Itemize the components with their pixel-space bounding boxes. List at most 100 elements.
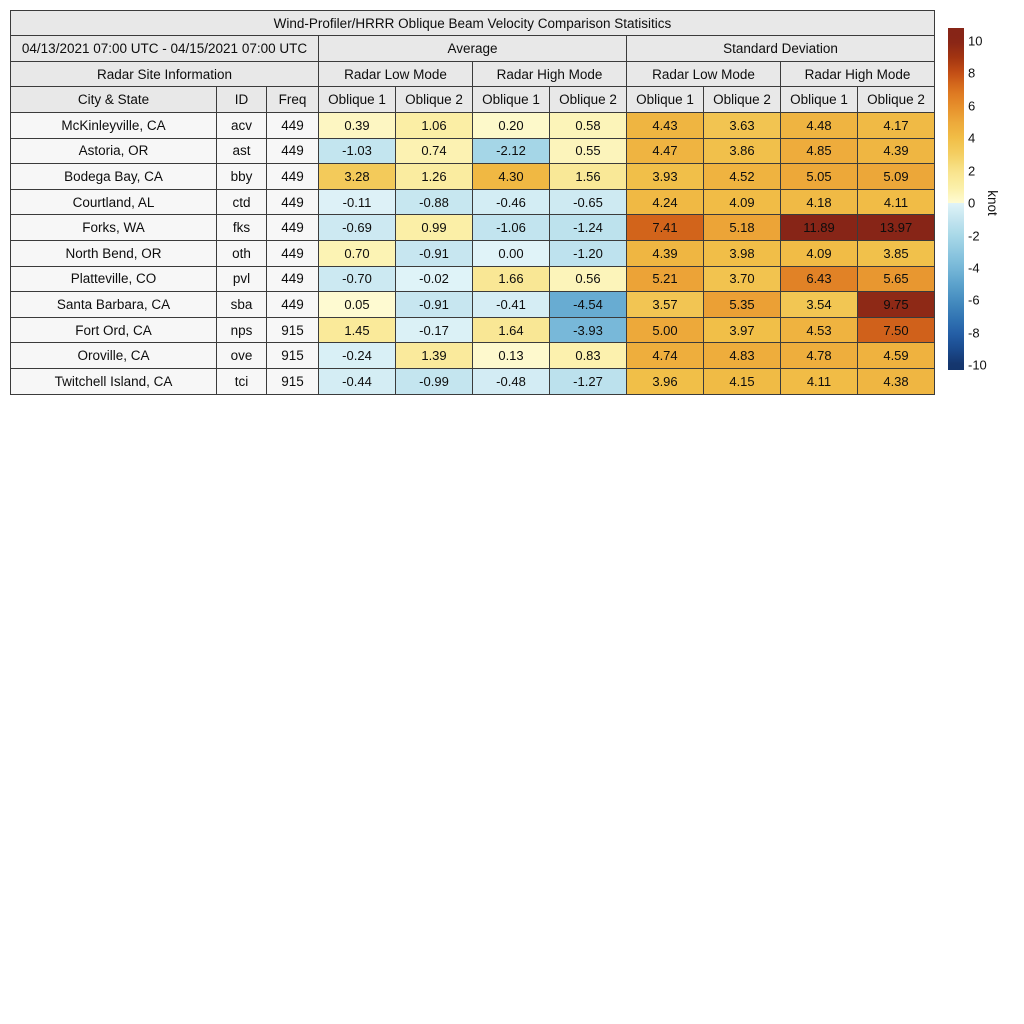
site-id-cell: acv bbox=[216, 112, 267, 139]
std-low-mode-header: Radar Low Mode bbox=[626, 61, 781, 87]
value-cell: 0.83 bbox=[549, 342, 627, 369]
value-cell: 1.66 bbox=[472, 265, 550, 293]
value-cell: 4.74 bbox=[626, 342, 704, 369]
site-city-cell: Bodega Bay, CA bbox=[10, 163, 217, 190]
value-cell: 4.15 bbox=[703, 367, 781, 395]
oblique1-column-header: Oblique 1 bbox=[472, 86, 550, 113]
site-id-cell: oth bbox=[216, 239, 267, 267]
value-cell: 7.41 bbox=[626, 214, 704, 241]
value-cell: 3.98 bbox=[703, 239, 781, 267]
value-cell: -1.20 bbox=[549, 239, 627, 267]
table-row: Forks, WA fks 449 -0.69 0.99 -1.06 -1.24 7.41 5.… bbox=[10, 214, 935, 241]
value-cell: -2.12 bbox=[472, 137, 550, 165]
value-cell: 1.56 bbox=[549, 163, 627, 190]
value-cell: -0.46 bbox=[472, 188, 550, 216]
value-cell: 5.35 bbox=[703, 291, 781, 318]
value-cell: 7.50 bbox=[857, 316, 935, 344]
site-freq-cell: 915 bbox=[266, 342, 319, 369]
figure-title: Wind-Profiler/HRRR Oblique Beam Velocity… bbox=[10, 10, 935, 36]
colorbar-tick-label: -8 bbox=[968, 325, 980, 341]
value-cell: 4.43 bbox=[626, 112, 704, 139]
oblique2-column-header: Oblique 2 bbox=[703, 86, 781, 113]
value-cell: -0.65 bbox=[549, 188, 627, 216]
value-cell: 3.86 bbox=[703, 137, 781, 165]
radar-site-information-header: Radar Site Information bbox=[10, 61, 319, 87]
oblique1-column-header: Oblique 1 bbox=[626, 86, 704, 113]
site-id-cell: nps bbox=[216, 316, 267, 344]
column-header-row: City & State ID Freq Oblique 1 Oblique 2… bbox=[10, 86, 935, 113]
oblique2-column-header: Oblique 2 bbox=[857, 86, 935, 113]
colorbar-tick-label: -6 bbox=[968, 292, 980, 308]
site-city-cell: Forks, WA bbox=[10, 214, 217, 241]
colorbar-tick-label: 4 bbox=[968, 130, 976, 146]
site-city-cell: North Bend, OR bbox=[10, 239, 217, 267]
colorbar-tick-label: 0 bbox=[968, 195, 976, 211]
value-cell: 5.18 bbox=[703, 214, 781, 241]
table-row: Platteville, CO pvl 449 -0.70 -0.02 1.66 0.56 5… bbox=[10, 265, 935, 293]
value-cell: 4.38 bbox=[857, 367, 935, 395]
value-cell: 0.00 bbox=[472, 239, 550, 267]
colorbar-tick-label: 10 bbox=[968, 33, 983, 49]
value-cell: 0.20 bbox=[472, 112, 550, 139]
value-cell: 5.65 bbox=[857, 265, 935, 293]
value-cell: 4.39 bbox=[626, 239, 704, 267]
value-cell: 1.39 bbox=[395, 342, 473, 369]
value-cell: -4.54 bbox=[549, 291, 627, 318]
site-city-cell: Platteville, CO bbox=[10, 265, 217, 293]
site-city-cell: Courtland, AL bbox=[10, 188, 217, 216]
group-header-standard-deviation: Standard Deviation bbox=[626, 35, 935, 62]
stats-table: Wind-Profiler/HRRR Oblique Beam Velocity… bbox=[10, 10, 935, 395]
value-cell: 0.99 bbox=[395, 214, 473, 241]
std-high-mode-header: Radar High Mode bbox=[780, 61, 935, 87]
value-cell: 0.70 bbox=[318, 239, 396, 267]
value-cell: 3.97 bbox=[703, 316, 781, 344]
value-cell: 4.85 bbox=[780, 137, 858, 165]
oblique1-column-header: Oblique 1 bbox=[780, 86, 858, 113]
site-id-cell: tci bbox=[216, 367, 267, 395]
value-cell: 0.58 bbox=[549, 112, 627, 139]
value-cell: 0.13 bbox=[472, 342, 550, 369]
average-high-mode-header: Radar High Mode bbox=[472, 61, 627, 87]
value-cell: 6.43 bbox=[780, 265, 858, 293]
id-column-header: ID bbox=[216, 86, 267, 113]
value-cell: -1.06 bbox=[472, 214, 550, 241]
value-cell: 11.89 bbox=[780, 214, 858, 241]
value-cell: 13.97 bbox=[857, 214, 935, 241]
site-city-cell: Twitchell Island, CA bbox=[10, 367, 217, 395]
value-cell: 4.17 bbox=[857, 112, 935, 139]
site-freq-cell: 449 bbox=[266, 163, 319, 190]
value-cell: 4.59 bbox=[857, 342, 935, 369]
table-row: Bodega Bay, CA bby 449 3.28 1.26 4.30 1.56 3.93… bbox=[10, 163, 935, 190]
colorbar-tick-label: 6 bbox=[968, 98, 976, 114]
value-cell: -0.44 bbox=[318, 367, 396, 395]
site-city-cell: Fort Ord, CA bbox=[10, 316, 217, 344]
table-row: Fort Ord, CA nps 915 1.45 -0.17 1.64 -3.93 5.00… bbox=[10, 316, 935, 344]
site-id-cell: ove bbox=[216, 342, 267, 369]
value-cell: -1.24 bbox=[549, 214, 627, 241]
table-row: McKinleyville, CA acv 449 0.39 1.06 0.20 0.58 4… bbox=[10, 112, 935, 139]
value-cell: -0.91 bbox=[395, 291, 473, 318]
city-state-column-header: City & State bbox=[10, 86, 217, 113]
value-cell: 4.11 bbox=[780, 367, 858, 395]
value-cell: 3.54 bbox=[780, 291, 858, 318]
value-cell: 1.45 bbox=[318, 316, 396, 344]
site-freq-cell: 449 bbox=[266, 239, 319, 267]
value-cell: -1.27 bbox=[549, 367, 627, 395]
value-cell: -0.11 bbox=[318, 188, 396, 216]
group-header-average: Average bbox=[318, 35, 627, 62]
table-row: Courtland, AL ctd 449 -0.11 -0.88 -0.46 -0.65 4… bbox=[10, 188, 935, 216]
table-row: North Bend, OR oth 449 0.70 -0.91 0.00 -1.20 4.… bbox=[10, 239, 935, 267]
value-cell: 0.05 bbox=[318, 291, 396, 318]
value-cell: 1.64 bbox=[472, 316, 550, 344]
colorbar-tick-label: -10 bbox=[968, 357, 987, 373]
value-cell: -3.93 bbox=[549, 316, 627, 344]
value-cell: 0.56 bbox=[549, 265, 627, 293]
value-cell: -0.24 bbox=[318, 342, 396, 369]
site-freq-cell: 449 bbox=[266, 265, 319, 293]
value-cell: 4.47 bbox=[626, 137, 704, 165]
value-cell: 3.63 bbox=[703, 112, 781, 139]
value-cell: -1.03 bbox=[318, 137, 396, 165]
value-cell: 3.85 bbox=[857, 239, 935, 267]
value-cell: 3.57 bbox=[626, 291, 704, 318]
site-id-cell: sba bbox=[216, 291, 267, 318]
